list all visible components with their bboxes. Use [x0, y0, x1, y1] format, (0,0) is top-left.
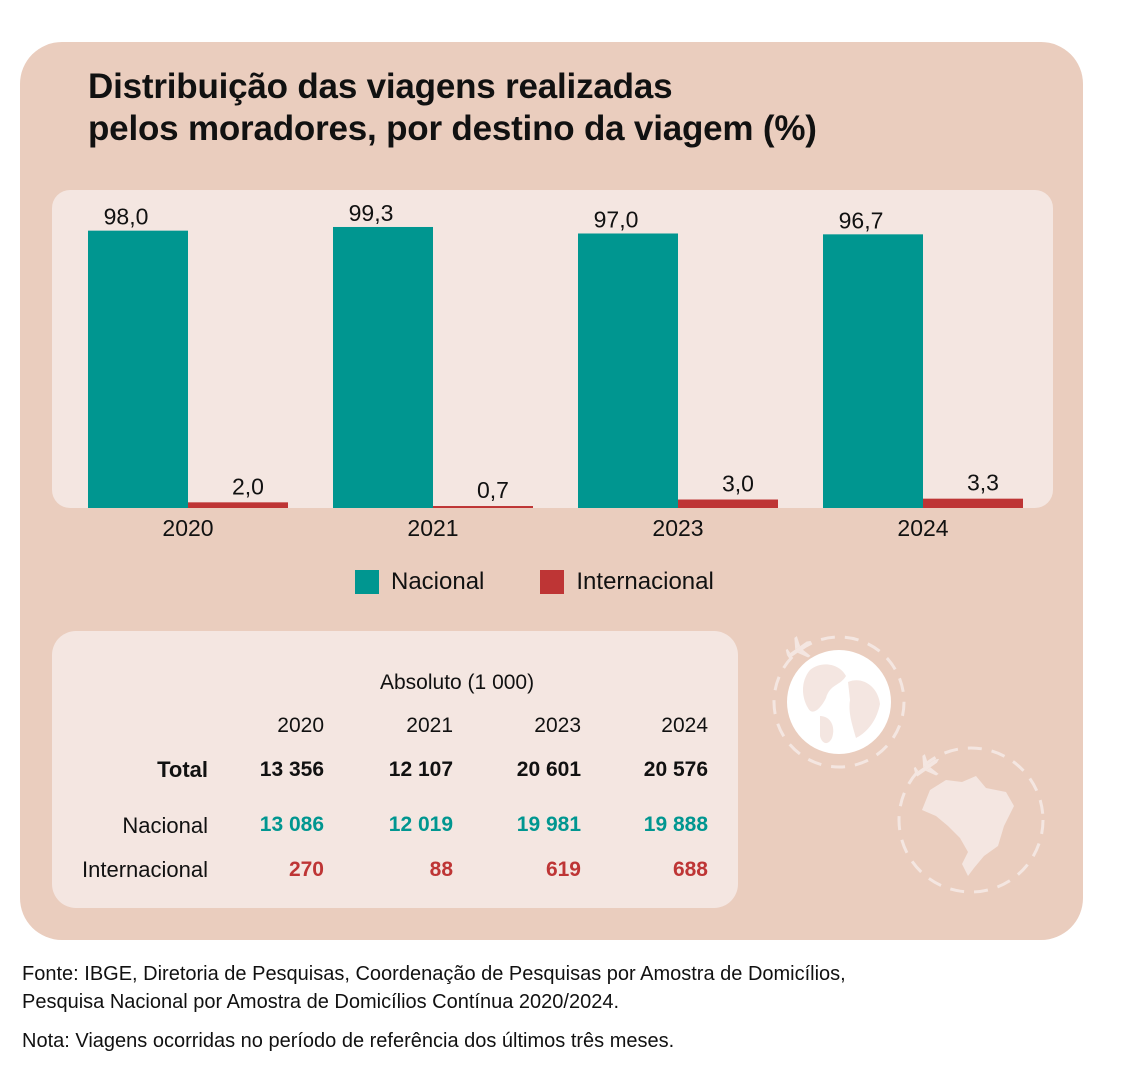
data-label-internacional-2020: 2,0	[232, 473, 264, 499]
source-note: Fonte: IBGE, Diretoria de Pesquisas, Coo…	[22, 960, 846, 1016]
x-tick-label-2021: 2021	[407, 515, 458, 541]
data-label-internacional-2023: 3,0	[722, 471, 754, 497]
source-line-1: Fonte: IBGE, Diretoria de Pesquisas, Coo…	[22, 963, 846, 985]
table-cell: 270	[288, 858, 324, 881]
bar-internacional-2024	[923, 498, 1023, 508]
bar-nacional-2020	[88, 230, 188, 508]
table-header-year: 2024	[661, 714, 708, 737]
table-cell: 19 888	[643, 813, 708, 836]
table-header-year: 2020	[277, 714, 324, 737]
table-cell: 88	[429, 858, 453, 881]
table-cell: 12 019	[388, 813, 453, 836]
x-tick-label-2024: 2024	[897, 515, 948, 541]
table-cell: 12 107	[388, 758, 453, 781]
bar-internacional-2023	[678, 499, 778, 508]
bar-nacional-2024	[823, 234, 923, 509]
bar-internacional-2021	[433, 506, 533, 508]
table-cell: 13 086	[259, 813, 324, 836]
table-caption: Absoluto (1 000)	[380, 671, 535, 694]
legend-label-nacional: Nacional	[391, 568, 485, 595]
legend-swatch-internacional	[540, 570, 565, 594]
chart-title: Distribuição das viagens realizadas pelo…	[88, 66, 817, 150]
absolute-table-panel	[52, 631, 738, 908]
airplane-icon	[785, 636, 812, 659]
legend-swatch-nacional	[355, 570, 379, 594]
table-cell: 13 356	[259, 758, 324, 781]
table-header-year: 2021	[406, 714, 453, 737]
travel-illustration	[772, 635, 1045, 894]
data-label-nacional-2024: 96,7	[839, 207, 884, 233]
table-row-label-nacional: Nacional	[122, 813, 208, 838]
bar-nacional-2021	[333, 226, 433, 508]
title-line-2: pelos moradores, por destino da viagem (…	[88, 109, 817, 148]
data-label-nacional-2021: 99,3	[349, 200, 394, 226]
source-line-2: Pesquisa Nacional por Amostra de Domicíl…	[22, 991, 620, 1013]
table-cell: 19 981	[516, 813, 581, 836]
table-row-label-internacional: Internacional	[82, 857, 208, 882]
bar-internacional-2020	[188, 502, 288, 508]
title-line-1: Distribuição das viagens realizadas	[88, 67, 673, 106]
data-label-nacional-2020: 98,0	[104, 204, 149, 230]
legend: Nacional Internacional	[355, 568, 770, 596]
table-cell: 619	[545, 858, 581, 881]
data-label-internacional-2024: 3,3	[967, 470, 999, 496]
table-cell: 688	[672, 858, 708, 881]
data-label-internacional-2021: 0,7	[477, 477, 509, 503]
legend-label-internacional: Internacional	[576, 568, 714, 595]
x-tick-label-2023: 2023	[652, 515, 703, 541]
table-row-label-total: Total	[157, 757, 208, 782]
footnote: Nota: Viagens ocorridas no período de re…	[22, 1030, 675, 1052]
x-tick-label-2020: 2020	[162, 515, 213, 541]
bar-chart: 98,0 2,0 2020 99,3 0,7 2021 97,0 3,0 2023 96,7 3,3…	[88, 200, 1023, 541]
globe-icon	[772, 635, 906, 769]
legend-item-nacional: Nacional	[355, 568, 484, 596]
brazil-map-icon	[897, 746, 1045, 894]
table-header-year: 2023	[534, 714, 581, 737]
table-cell: 20 601	[516, 758, 581, 781]
legend-item-internacional: Internacional	[540, 568, 714, 596]
data-label-nacional-2023: 97,0	[594, 206, 639, 232]
bar-nacional-2023	[578, 233, 678, 509]
airplane-icon	[913, 754, 940, 777]
table-cell: 20 576	[643, 758, 708, 781]
